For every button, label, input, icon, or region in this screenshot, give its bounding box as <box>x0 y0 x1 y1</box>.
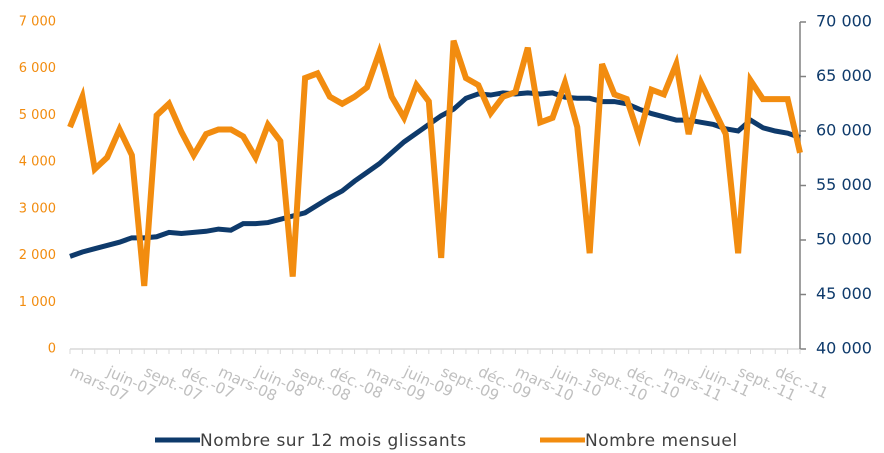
y2-tick-label: 60 000 <box>816 121 872 140</box>
y-tick-label: 5 000 <box>19 108 56 123</box>
y2-tick-label: 45 000 <box>816 284 872 303</box>
y-tick-label: 4 000 <box>19 155 56 170</box>
y-tick-label: 0 <box>48 342 56 357</box>
y-tick-label: 3 000 <box>19 201 56 216</box>
y2-tick-label: 65 000 <box>816 66 872 85</box>
legend-label: Nombre mensuel <box>585 431 738 451</box>
legend-label: Nombre sur 12 mois glissants <box>200 431 467 451</box>
series-line <box>67 39 803 287</box>
series-line <box>69 90 801 259</box>
y2-tick-label: 50 000 <box>816 230 872 249</box>
y2-tick-label: 55 000 <box>816 175 872 194</box>
y2-tick-label: 70 000 <box>816 12 872 31</box>
y-tick-label: 1 000 <box>19 295 56 310</box>
y-tick-label: 2 000 <box>19 248 56 263</box>
y-tick-label: 7 000 <box>19 15 56 30</box>
y-tick-label: 6 000 <box>19 61 56 76</box>
y2-tick-label: 40 000 <box>816 339 872 358</box>
